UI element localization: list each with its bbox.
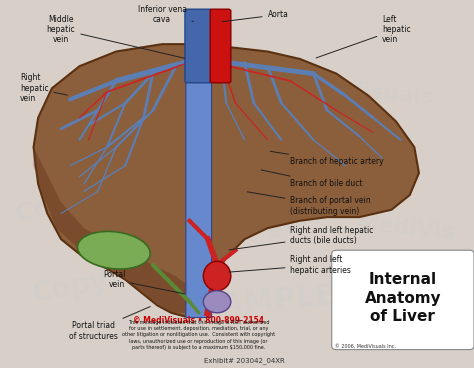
- Text: Portal triad
of structures: Portal triad of structures: [69, 307, 150, 341]
- Text: MediVis: MediVis: [355, 214, 455, 243]
- Polygon shape: [34, 44, 419, 316]
- Text: Internal
Anatomy
of Liver: Internal Anatomy of Liver: [365, 272, 441, 324]
- Text: Branch of portal vein
(distributing vein): Branch of portal vein (distributing vein…: [247, 192, 371, 216]
- Text: Inferior vena
cava: Inferior vena cava: [137, 5, 194, 24]
- FancyBboxPatch shape: [186, 65, 211, 318]
- Text: Copy: Copy: [149, 107, 230, 151]
- Text: Right and left hepatic
ducts (bile ducts): Right and left hepatic ducts (bile ducts…: [229, 226, 374, 250]
- Text: This message indicates that this image is NOT authorized
for use in settlement, : This message indicates that this image i…: [122, 320, 275, 350]
- FancyBboxPatch shape: [185, 9, 212, 83]
- FancyBboxPatch shape: [332, 250, 474, 350]
- Text: © 2006, MediVisuals Inc.: © 2006, MediVisuals Inc.: [335, 343, 396, 348]
- Text: Branch of bile duct: Branch of bile duct: [261, 170, 363, 188]
- Text: Portal
vein: Portal vein: [103, 270, 184, 294]
- Ellipse shape: [77, 231, 150, 269]
- Text: SAMPLE: SAMPLE: [197, 281, 337, 322]
- Ellipse shape: [203, 261, 231, 291]
- Text: Right
hepatic
vein: Right hepatic vein: [20, 74, 67, 103]
- Text: Right and left
hepatic arteries: Right and left hepatic arteries: [229, 255, 351, 275]
- FancyBboxPatch shape: [210, 9, 231, 83]
- Polygon shape: [34, 147, 199, 313]
- Text: Exhibit# 203042_04XR: Exhibit# 203042_04XR: [204, 358, 285, 364]
- Text: SAMPLE: SAMPLE: [46, 71, 187, 135]
- Text: Aorta: Aorta: [222, 10, 288, 22]
- Ellipse shape: [203, 291, 231, 313]
- Text: Copy: Copy: [30, 266, 111, 308]
- Text: Copyright: Copyright: [174, 210, 315, 246]
- Text: Left
hepatic
vein: Left hepatic vein: [316, 15, 411, 58]
- Text: © MediVisuals • 800-899-2154: © MediVisuals • 800-899-2154: [133, 316, 264, 325]
- Text: Copyright: Copyright: [14, 178, 154, 226]
- Text: SAMPLE: SAMPLE: [249, 141, 378, 190]
- Text: Middle
hepatic
vein: Middle hepatic vein: [47, 15, 184, 58]
- Text: Branch of hepatic artery: Branch of hepatic artery: [270, 151, 384, 166]
- Text: MediVisuals: MediVisuals: [283, 75, 435, 109]
